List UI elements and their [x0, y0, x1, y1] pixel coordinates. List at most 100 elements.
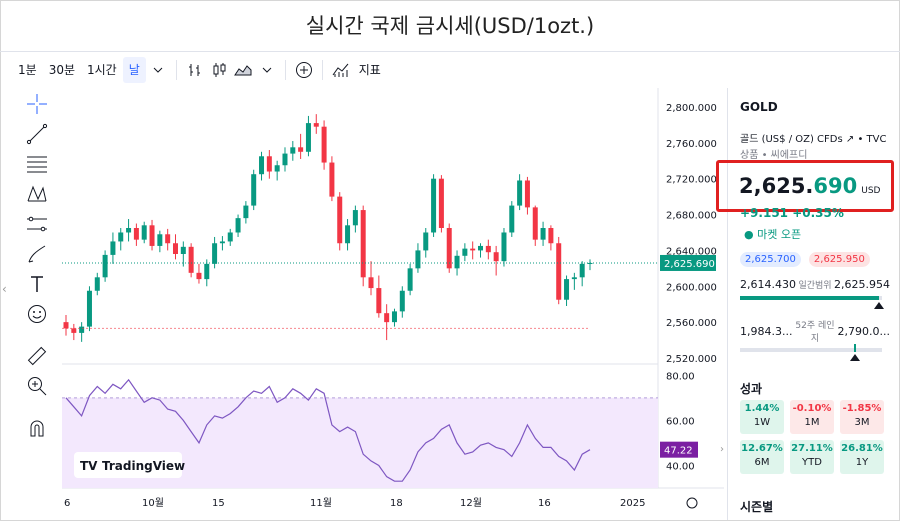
brush-icon[interactable] — [14, 239, 60, 269]
price-highlight-box — [716, 160, 894, 212]
last-price: 2,625.690 USD — [739, 174, 880, 198]
interval-30m-button[interactable]: 30분 — [48, 63, 75, 77]
price-change: +9.151 +0.35% — [740, 206, 844, 220]
week52-label: 52주 레인지 — [795, 321, 835, 344]
fib-icon[interactable] — [14, 149, 60, 179]
time-tick-label: 12월 — [460, 497, 482, 509]
chevron-down-icon[interactable] — [146, 57, 170, 83]
performance-period: 1M — [804, 417, 820, 428]
candle-body — [259, 156, 265, 175]
interval-day-button[interactable]: 날 — [122, 57, 146, 83]
performance-period: YTD — [802, 457, 822, 468]
add-plus-icon[interactable] — [292, 57, 316, 83]
tool-spacer — [14, 329, 60, 341]
day-range-bar — [740, 296, 882, 300]
candle-body — [321, 126, 327, 163]
performance-cell[interactable]: -0.10% 1M — [790, 400, 834, 434]
performance-value: 27.11% — [791, 443, 833, 454]
chevron-down-icon[interactable] — [255, 57, 279, 83]
crosshair-icon[interactable] — [14, 89, 60, 119]
candle-body — [517, 180, 523, 206]
performance-cell[interactable]: 26.81% 1Y — [840, 440, 884, 474]
area-chart-type-icon[interactable] — [231, 57, 255, 83]
candle-body — [102, 254, 108, 278]
candle-chart-type-icon[interactable] — [207, 57, 231, 83]
candle-body — [478, 245, 484, 251]
performance-value: 26.81% — [841, 443, 883, 454]
candle-body — [204, 263, 210, 280]
time-tick-label: 15 — [212, 498, 225, 509]
indicators-button[interactable]: 지표 — [358, 63, 381, 77]
trendline-icon[interactable] — [14, 119, 60, 149]
candle-body — [71, 328, 77, 333]
performance-cell[interactable]: -1.85% 3M — [840, 400, 884, 434]
symbol-description-text: 골드 (US$ / OZ) CFDs — [740, 134, 843, 145]
interval-1m-button[interactable]: 1분 — [18, 63, 37, 77]
candle-body — [368, 277, 374, 289]
candle-body — [438, 178, 444, 228]
magnet-icon[interactable] — [14, 413, 60, 443]
bid-ask: 2,625.700 2,625.950 — [740, 252, 870, 267]
interval-1h-button[interactable]: 1시간 — [87, 63, 117, 77]
candle-body — [305, 123, 311, 152]
candle-body — [126, 228, 132, 233]
chevron-left-icon[interactable]: ‹ — [2, 282, 7, 296]
price-tick-label: 2,760.000 — [666, 139, 717, 150]
bar-chart-type-icon[interactable] — [183, 57, 207, 83]
chart-area[interactable]: 2,800.000 2,760.000 2,720.000 2,680.000 2,64… — [62, 88, 724, 520]
symbol-source[interactable]: TVC — [866, 134, 887, 145]
market-status-text: 마켓 오픈 — [757, 228, 802, 241]
candle-body — [431, 178, 437, 233]
measure-icon[interactable] — [14, 209, 60, 239]
candle-body — [172, 243, 178, 254]
performance-cell[interactable]: 27.11% YTD — [790, 440, 834, 474]
tradingview-logo-bg — [74, 452, 182, 478]
zoom-in-icon[interactable] — [14, 371, 60, 401]
candle-body — [227, 232, 233, 242]
candle-body — [86, 290, 92, 327]
tool-spacer — [14, 401, 60, 413]
day-range-label: 일간범위 — [798, 281, 832, 291]
price-chart-svg[interactable]: 2,800.000 2,760.000 2,720.000 2,680.000 2,64… — [62, 88, 724, 520]
performance-value: 1.44% — [744, 403, 780, 414]
rsi-tick-label: 40.00 — [666, 461, 695, 472]
candle-body — [141, 225, 147, 240]
candle-body — [446, 228, 452, 269]
candle-body — [157, 234, 163, 246]
day-range-row: 2,614.430 일간범위 2,625.954 — [740, 278, 890, 291]
settings-gear-icon — [686, 497, 698, 509]
candle-body — [532, 207, 538, 240]
rsi-tick-label: 60.00 — [666, 416, 695, 427]
symbol-description: 골드 (US$ / OZ) CFDs ↗ • TVC — [740, 134, 887, 145]
candle-body — [235, 218, 241, 233]
symbol-name: GOLD — [740, 100, 778, 114]
candle-body — [298, 147, 304, 152]
candle-body — [329, 162, 335, 197]
candle-body — [548, 228, 554, 244]
external-link-icon[interactable]: ↗ — [845, 134, 855, 145]
emoji-icon[interactable] — [14, 299, 60, 329]
candle-body — [188, 246, 194, 273]
symbol-sidebar: GOLD 골드 (US$ / OZ) CFDs ↗ • TVC 상품 • 씨에프… — [716, 88, 899, 520]
symbol-type: 상품 • 씨에프디 — [740, 150, 808, 161]
chart-toolbar: 1분 30분 1시간 날 지표 — [12, 55, 721, 85]
pattern-icon[interactable] — [14, 179, 60, 209]
last-price-dec: 690 — [813, 174, 858, 198]
week52-marker-line — [854, 344, 856, 352]
price-tick-label: 2,640.000 — [666, 246, 717, 257]
ruler-icon[interactable] — [14, 341, 60, 371]
week52-marker — [850, 354, 860, 361]
chevron-right-icon[interactable]: › — [720, 444, 724, 455]
day-range-marker — [874, 302, 884, 309]
performance-cell[interactable]: 12.67% 6M — [740, 440, 784, 474]
text-icon[interactable] — [14, 269, 60, 299]
candle-body — [212, 243, 218, 264]
candle-body — [110, 241, 116, 255]
performance-cell[interactable]: 1.44% 1W — [740, 400, 784, 434]
candle-body — [360, 210, 366, 278]
price-tick-label: 2,560.000 — [666, 318, 717, 329]
indicators-icon[interactable] — [329, 57, 353, 83]
performance-value: 12.67% — [741, 443, 783, 454]
candle-body — [509, 205, 515, 233]
candle-body — [454, 255, 460, 269]
